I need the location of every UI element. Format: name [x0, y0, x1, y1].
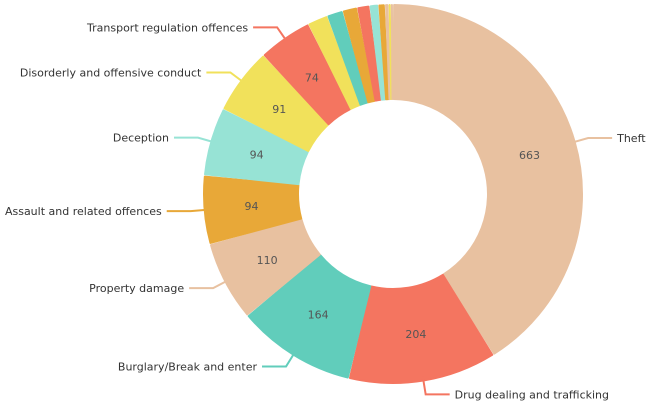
slice-label: Disorderly and offensive conduct	[20, 66, 202, 79]
slice-label: Property damage	[89, 282, 184, 295]
slice-value: 94	[250, 149, 264, 162]
slice-label: Assault and related offences	[5, 205, 162, 218]
link-line	[421, 376, 450, 396]
slice-property-damage[interactable]	[210, 218, 321, 316]
slice-drug-dealing-and-trafficking[interactable]	[348, 273, 494, 384]
slice-label: Burglary/Break and enter	[118, 361, 258, 374]
slice-value: 94	[245, 200, 259, 213]
slice-minor-14[interactable]	[385, 4, 392, 101]
slice-label: Transport regulation offences	[86, 21, 248, 34]
slice-minor-10[interactable]	[342, 7, 376, 104]
slice-deception[interactable]	[204, 109, 309, 186]
slice-minor-12[interactable]	[369, 4, 387, 101]
slice-theft[interactable]	[392, 4, 583, 355]
link-line	[253, 26, 289, 43]
slice-label: Theft	[616, 132, 646, 145]
slice-minor-11[interactable]	[357, 5, 382, 102]
slice-value: 663	[519, 149, 540, 162]
slice-minor-8[interactable]	[308, 16, 361, 110]
slice-value: 164	[308, 309, 329, 322]
slice-label: Deception	[113, 132, 169, 145]
link-line	[166, 208, 209, 213]
slice-burglary-break-and-enter[interactable]	[247, 254, 372, 379]
link-line	[173, 136, 216, 144]
slice-value: 110	[257, 254, 278, 267]
slice-minor-13[interactable]	[378, 4, 390, 101]
slice-value: 74	[305, 71, 319, 84]
slice-transport-regulation-offences[interactable]	[263, 24, 352, 126]
link-line	[570, 136, 613, 144]
slice-minor-16[interactable]	[390, 4, 394, 101]
link-line	[189, 278, 230, 290]
slice-label: Drug dealing and trafficking	[455, 388, 609, 401]
slice-value: 91	[272, 103, 286, 116]
slice-assault-and-related-offences[interactable]	[203, 175, 303, 244]
slice-value: 204	[405, 328, 426, 341]
link-line	[262, 350, 297, 368]
slice-disorderly-and-offensive-conduct[interactable]	[223, 55, 329, 152]
link-line	[206, 71, 246, 85]
slice-minor-9[interactable]	[327, 11, 369, 106]
slice-minor-15[interactable]	[388, 4, 393, 101]
